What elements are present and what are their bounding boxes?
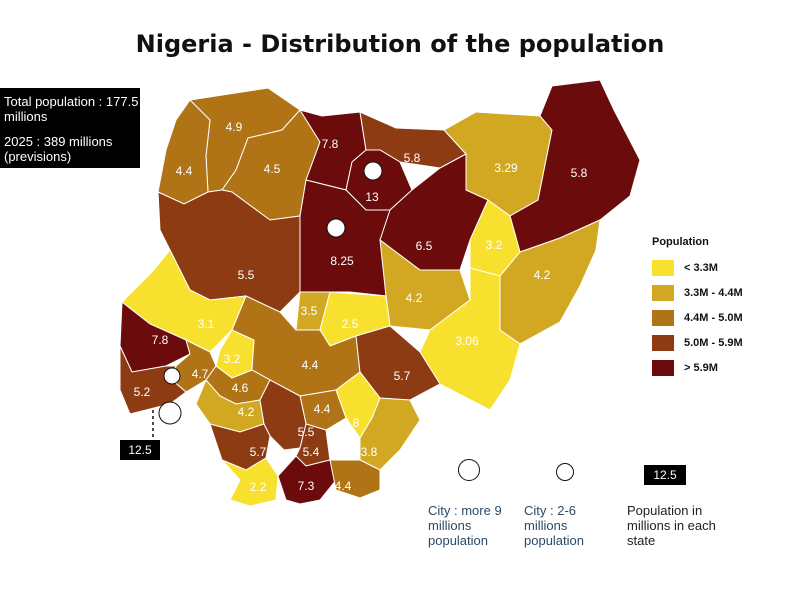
population-key-text: Population in millions in each state	[627, 503, 716, 548]
forecast-text: 2025 : 389 millions (previsions)	[4, 134, 113, 164]
state-region[interactable]	[157, 99, 211, 205]
map-title: Nigeria - Distribution of the population	[135, 30, 665, 58]
legend-swatch	[652, 285, 674, 301]
state-label: 3.06	[455, 334, 479, 348]
state-label: 2.5	[342, 317, 359, 331]
state-label: 2.2	[250, 480, 267, 494]
state-label: 7.8	[152, 333, 169, 347]
state-region[interactable]	[221, 457, 279, 507]
legend-label: 5.0M - 5.9M	[684, 337, 743, 349]
state-label: 5.2	[134, 385, 151, 399]
state-region[interactable]	[119, 345, 187, 415]
total-population-text: Total population : 177.5 millions	[4, 94, 139, 124]
city-marker-kaduna[interactable]	[326, 218, 346, 238]
states-layer	[119, 79, 641, 507]
state-label: 4.5	[264, 162, 281, 176]
state-label: 4.2	[238, 405, 255, 419]
legend-item: 5.0M - 5.9M	[652, 331, 792, 355]
state-label: 4.4	[302, 358, 319, 372]
state-label: 5.5	[298, 425, 315, 439]
big-city-key-icon	[458, 459, 480, 481]
legend-item: 4.4M - 5.0M	[652, 306, 792, 330]
state-label: 4.4	[314, 402, 331, 416]
state-label: 7.3	[298, 479, 315, 493]
state-label: 3.2	[486, 238, 503, 252]
state-label: 8.25	[330, 254, 354, 268]
state-label: 5.4	[303, 445, 320, 459]
legend-label: 4.4M - 5.0M	[684, 312, 743, 324]
legend-swatch	[652, 310, 674, 326]
city-marker-kano[interactable]	[363, 161, 383, 181]
legend-swatch	[652, 260, 674, 276]
city-marker-ibadan[interactable]	[163, 367, 181, 385]
legend-label: > 5.9M	[684, 362, 718, 374]
state-label: 13	[365, 190, 379, 204]
state-label: 3.8	[361, 445, 378, 459]
state-label: 7.8	[322, 137, 339, 151]
state-region[interactable]	[359, 397, 421, 471]
population-key-box: 12.5	[644, 465, 686, 485]
legend-item: 3.3M - 4.4M	[652, 281, 792, 305]
legend-swatch	[652, 360, 674, 376]
info-box: Total population : 177.5 millions 2025 :…	[0, 88, 140, 168]
state-label: 3.1	[198, 317, 215, 331]
state-label: 5.7	[394, 369, 411, 383]
city-marker-lagos[interactable]	[158, 401, 182, 425]
state-label: 5.8	[404, 151, 421, 165]
labels-layer: 4.9 4.4 4.5 7.8 5.8 13 3.29 5.8 8.25 6.5…	[134, 120, 588, 494]
legend-title: Population	[652, 236, 709, 248]
legend-swatch	[652, 335, 674, 351]
state-label: 4.9	[226, 120, 243, 134]
state-label: 2.8	[343, 416, 360, 430]
small-city-key-icon	[556, 463, 574, 481]
state-label: 4.4	[176, 164, 193, 178]
legend-label: 3.3M - 4.4M	[684, 287, 743, 299]
state-label: 4.6	[232, 381, 249, 395]
state-label: 4.2	[534, 268, 551, 282]
cities-layer	[152, 161, 383, 440]
state-label: 5.7	[250, 445, 267, 459]
state-label: 3.2	[224, 352, 241, 366]
small-city-key-text: City : 2-6 millions population	[524, 503, 584, 548]
legend-item: > 5.9M	[652, 356, 792, 380]
state-label: 4.4	[335, 479, 352, 493]
big-city-key-text: City : more 9 millions population	[428, 503, 502, 548]
state-label: 4.7	[192, 367, 209, 381]
state-label: 5.5	[238, 268, 255, 282]
legend: Population < 3.3M 3.3M - 4.4M 4.4M - 5.0…	[652, 236, 792, 381]
state-label: 6.5	[416, 239, 433, 253]
legend-item: < 3.3M	[652, 256, 792, 280]
lagos-population-box: 12.5	[120, 440, 160, 460]
state-label: 3.29	[494, 161, 518, 175]
legend-label: < 3.3M	[684, 262, 718, 274]
state-region[interactable]	[329, 459, 381, 499]
state-label: 4.2	[406, 291, 423, 305]
state-label: 3.5	[301, 304, 318, 318]
state-label: 5.8	[571, 166, 588, 180]
